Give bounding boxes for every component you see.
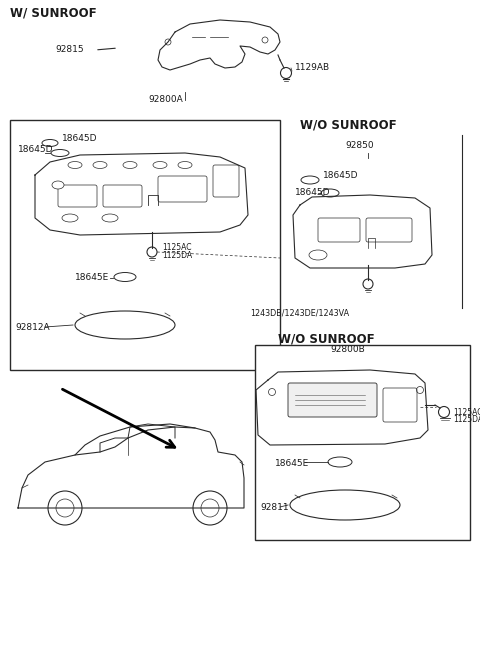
FancyBboxPatch shape	[288, 383, 377, 417]
Text: 1243DB/1243DE/1243VA: 1243DB/1243DE/1243VA	[250, 308, 349, 317]
Text: 92815: 92815	[55, 45, 84, 54]
Text: 18645D: 18645D	[18, 145, 53, 154]
FancyBboxPatch shape	[366, 218, 412, 242]
Ellipse shape	[321, 189, 339, 197]
Ellipse shape	[42, 139, 58, 147]
FancyBboxPatch shape	[383, 388, 417, 422]
FancyBboxPatch shape	[103, 185, 142, 207]
Text: W/O SUNROOF: W/O SUNROOF	[300, 118, 396, 131]
Text: 18645E: 18645E	[275, 459, 309, 468]
Ellipse shape	[114, 273, 136, 281]
Text: 18645D: 18645D	[295, 188, 331, 197]
Ellipse shape	[123, 162, 137, 168]
Ellipse shape	[93, 162, 107, 168]
Bar	[255, 345, 470, 540]
Text: 92850: 92850	[345, 141, 373, 150]
Text: 92800A: 92800A	[148, 95, 183, 104]
Text: 92812A: 92812A	[15, 323, 49, 332]
Ellipse shape	[290, 490, 400, 520]
Text: 92811: 92811	[260, 503, 288, 512]
Text: W/O SUNROOF: W/O SUNROOF	[278, 332, 374, 345]
Ellipse shape	[153, 162, 167, 168]
Ellipse shape	[309, 250, 327, 260]
Text: 18645D: 18645D	[62, 134, 97, 143]
Ellipse shape	[102, 214, 118, 222]
FancyBboxPatch shape	[318, 218, 360, 242]
Ellipse shape	[178, 162, 192, 168]
Text: 1125DA: 1125DA	[162, 251, 192, 260]
Ellipse shape	[68, 162, 82, 168]
Text: 1125AC: 1125AC	[162, 243, 192, 252]
Ellipse shape	[51, 150, 69, 156]
Bar	[10, 120, 280, 370]
Text: 1125DA: 1125DA	[453, 415, 480, 424]
FancyBboxPatch shape	[58, 185, 97, 207]
Text: 1129AB: 1129AB	[295, 63, 330, 72]
Ellipse shape	[328, 457, 352, 467]
Text: 18645D: 18645D	[323, 171, 359, 180]
FancyBboxPatch shape	[158, 176, 207, 202]
Ellipse shape	[75, 311, 175, 339]
Ellipse shape	[301, 176, 319, 184]
Text: 18645E: 18645E	[75, 273, 109, 282]
FancyBboxPatch shape	[213, 165, 239, 197]
Ellipse shape	[62, 214, 78, 222]
Text: 1125AC: 1125AC	[453, 408, 480, 417]
Text: W/ SUNROOF: W/ SUNROOF	[10, 6, 96, 19]
Ellipse shape	[52, 181, 64, 189]
Text: 92800B: 92800B	[330, 345, 365, 354]
